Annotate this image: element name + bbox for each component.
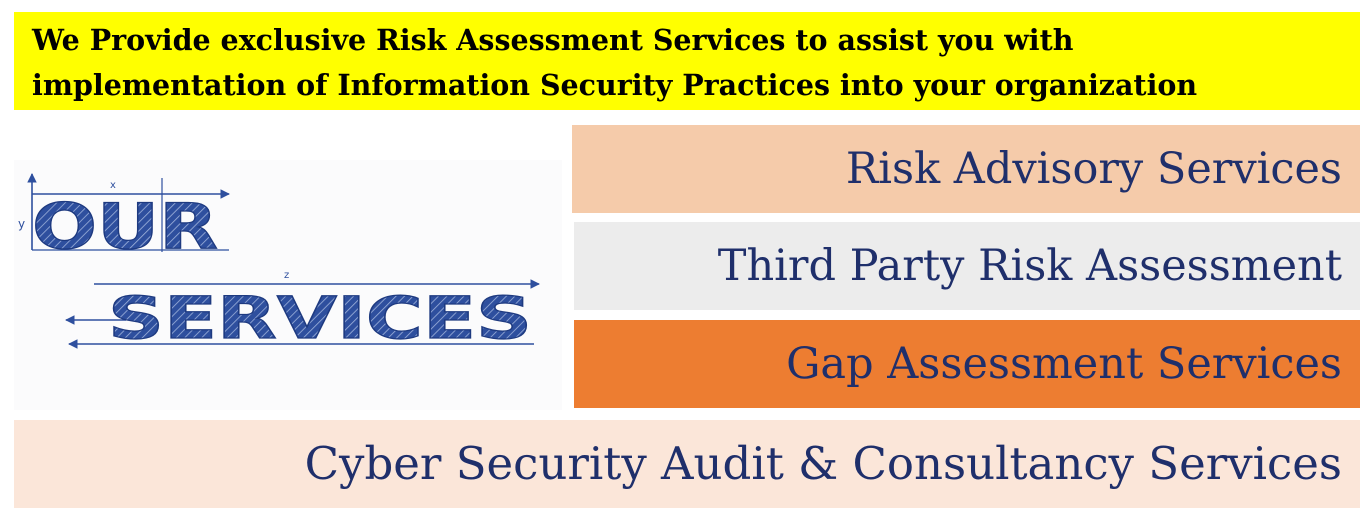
axis-x-label: x (110, 180, 116, 191)
our-word: OUR (32, 190, 218, 263)
axis-z-label: z (284, 270, 289, 281)
risk-advisory-services: Risk Advisory Services (572, 125, 1360, 213)
banner-line-2: implementation of Information Security P… (32, 68, 1198, 102)
gap-assessment-services: Gap Assessment Services (574, 320, 1360, 408)
banner-line-1: We Provide exclusive Risk Assessment Ser… (32, 23, 1074, 57)
services-word: SERVICES (108, 284, 532, 352)
cyber-security-audit-services: Cyber Security Audit & Consultancy Servi… (14, 420, 1360, 508)
header-banner: We Provide exclusive Risk Assessment Ser… (14, 12, 1360, 110)
axis-y-label: y (18, 217, 25, 231)
our-services-logo: x y OUR z SERVICES (14, 160, 562, 410)
third-party-risk-assessment: Third Party Risk Assessment (574, 222, 1360, 310)
our-services-graphic: x y OUR z SERVICES (18, 173, 540, 353)
